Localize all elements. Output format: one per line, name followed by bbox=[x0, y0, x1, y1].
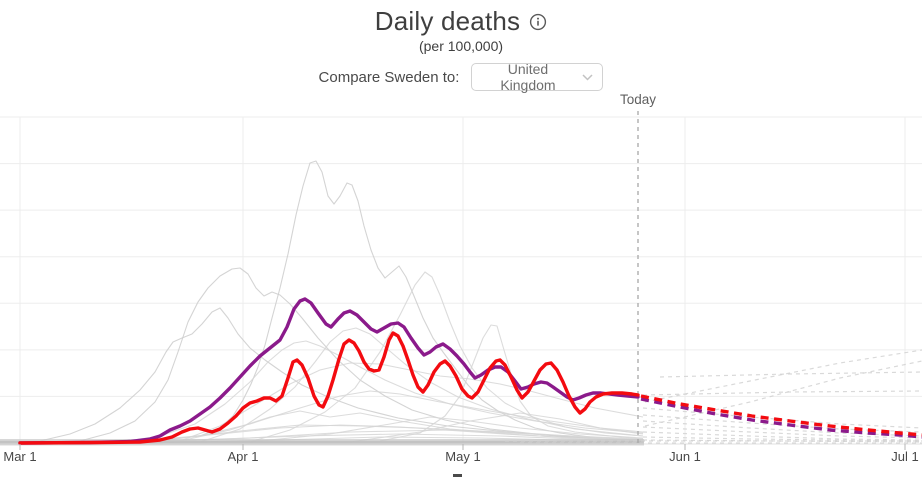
x-axis-label: Jun 1 bbox=[669, 449, 701, 464]
compare-label: Compare Sweden to: bbox=[318, 68, 460, 86]
background-country-line bbox=[39, 307, 644, 442]
projection-country-line bbox=[642, 439, 922, 443]
chart-header: Daily deaths (per 100,000) Compare Swede… bbox=[0, 0, 922, 93]
background-country-line bbox=[249, 271, 644, 443]
today-label: Today bbox=[620, 92, 656, 107]
background-country-line bbox=[19, 160, 644, 444]
series-sweden bbox=[18, 331, 640, 445]
clipped-text-fragment bbox=[453, 474, 462, 477]
background-country-line bbox=[379, 324, 644, 442]
projection-country-line bbox=[642, 426, 922, 439]
background-country-line bbox=[249, 416, 644, 443]
background-country-line bbox=[19, 267, 644, 444]
projection-country-line bbox=[642, 431, 922, 441]
projection-country-line bbox=[659, 371, 922, 378]
background-country-line bbox=[199, 327, 644, 443]
projection-country-line bbox=[642, 436, 922, 442]
series-united-kingdom bbox=[18, 297, 640, 445]
background-country-line bbox=[119, 340, 644, 443]
info-icon[interactable] bbox=[529, 13, 547, 31]
page-title: Daily deaths bbox=[374, 6, 521, 36]
series-united-kingdom-projection bbox=[640, 397, 922, 439]
country-select-value: United Kingdom bbox=[500, 61, 556, 93]
background-country-line bbox=[179, 410, 644, 442]
chart-subtitle: (per 100,000) bbox=[418, 38, 504, 54]
chevron-down-icon bbox=[582, 74, 593, 81]
series-sweden-projection bbox=[640, 394, 922, 437]
x-axis-label: Jul 1 bbox=[891, 449, 918, 464]
projection-country-line bbox=[642, 390, 922, 396]
projection-country-line bbox=[644, 349, 922, 403]
country-select[interactable]: United Kingdom bbox=[471, 61, 604, 93]
projection-country-line bbox=[642, 420, 922, 437]
projection-country-line bbox=[644, 360, 922, 427]
x-axis-label: Mar 1 bbox=[3, 449, 36, 464]
background-country-line bbox=[99, 429, 644, 444]
background-country-line bbox=[349, 412, 644, 443]
x-axis-label: Apr 1 bbox=[227, 449, 258, 464]
x-axis-label: May 1 bbox=[445, 449, 480, 464]
